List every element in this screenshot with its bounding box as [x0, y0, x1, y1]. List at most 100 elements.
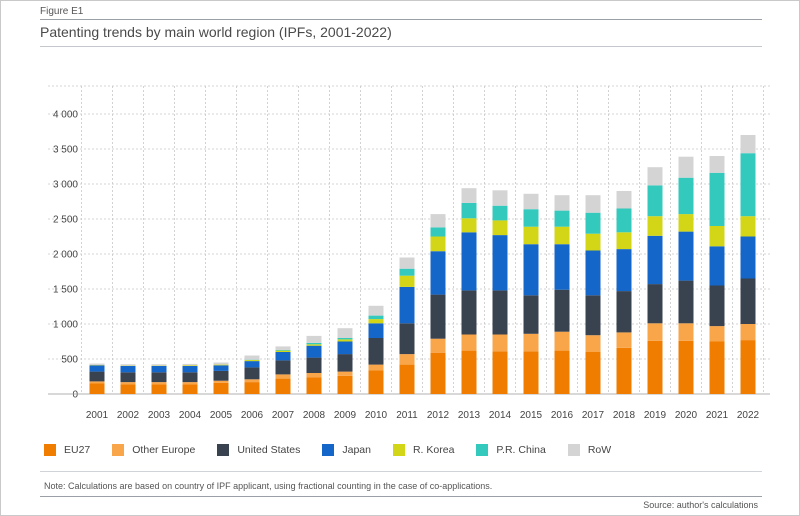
bar-p-r-china-2011: [399, 268, 415, 276]
bar-r-korea-2018: [616, 232, 632, 250]
x-tick-label: 2020: [675, 410, 698, 421]
bar-eu27-2015: [523, 351, 539, 394]
x-tick-label: 2022: [737, 410, 760, 421]
bar-p-r-china-2018: [616, 208, 632, 233]
bar-r-korea-2013: [461, 218, 477, 233]
legend-item-r-korea: R. Korea: [392, 444, 454, 456]
bar-japan-2014: [492, 235, 508, 291]
bar-p-r-china-2009: [337, 338, 353, 340]
y-tick-label: 2 000: [53, 250, 78, 261]
legend-label: EU27: [64, 444, 91, 456]
bar-row-2021: [709, 156, 725, 173]
bar-r-korea-2010: [368, 319, 384, 324]
bar-r-korea-2008: [306, 344, 322, 346]
bar-p-r-china-2015: [523, 209, 539, 227]
bar-eu27-2014: [492, 351, 508, 394]
bar-p-r-china-2020: [678, 177, 694, 215]
bar-eu27-2019: [647, 340, 663, 394]
bar-row-2002: [120, 364, 136, 366]
bar-r-korea-2014: [492, 220, 508, 236]
bar-r-korea-2022: [740, 216, 756, 237]
bar-eu27-2002: [120, 384, 136, 394]
bar-japan-2011: [399, 286, 415, 324]
y-tick-label: 4 000: [53, 110, 78, 121]
chart-title: Patenting trends by main world region (I…: [40, 24, 392, 40]
bar-eu27-2018: [616, 347, 632, 394]
bar-eu27-2011: [399, 364, 415, 394]
x-tick-label: 2018: [613, 410, 636, 421]
bar-united-states-2006: [244, 367, 260, 380]
legend-swatch: [567, 444, 580, 456]
bar-japan-2002: [120, 366, 136, 373]
bar-r-korea-2017: [585, 233, 601, 251]
bar-united-states-2007: [275, 360, 291, 375]
bar-eu27-2004: [182, 384, 198, 394]
bar-other-europe-2005: [213, 380, 229, 383]
bar-other-europe-2017: [585, 335, 601, 352]
bar-other-europe-2006: [244, 379, 260, 383]
bar-row-2008: [306, 335, 322, 343]
bar-row-2022: [740, 135, 756, 154]
bar-eu27-2009: [337, 375, 353, 394]
x-tick-label: 2015: [520, 410, 543, 421]
bar-other-europe-2021: [709, 326, 725, 342]
bar-p-r-china-2007: [275, 349, 291, 351]
bar-japan-2003: [151, 366, 167, 373]
x-tick-label: 2004: [179, 410, 202, 421]
legend-swatch: [217, 444, 230, 456]
y-tick-label: 2 500: [53, 215, 78, 226]
y-tick-label: 1 500: [53, 285, 78, 296]
bar-other-europe-2001: [89, 381, 105, 384]
bar-other-europe-2018: [616, 332, 632, 348]
x-tick-label: 2012: [427, 410, 450, 421]
x-tick-label: 2010: [365, 410, 388, 421]
x-tick-label: 2013: [458, 410, 481, 421]
legend-item-united-states: United States: [217, 444, 300, 456]
x-tick-label: 2017: [582, 410, 605, 421]
x-tick-label: 2009: [334, 410, 357, 421]
legend-label: P.R. China: [496, 444, 546, 456]
bar-united-states-2020: [678, 280, 694, 324]
bar-other-europe-2019: [647, 323, 663, 341]
bar-row-2006: [244, 355, 260, 360]
bar-r-korea-2012: [430, 236, 446, 252]
bar-p-r-china-2012: [430, 227, 446, 237]
legend-item-p-r-china: P.R. China: [476, 444, 546, 456]
stacked-bar-chart: 0 500 1 000 1 500 2 000 2 500 3 000 3 500 4 000 2…: [48, 85, 770, 421]
bar-japan-2007: [275, 352, 291, 361]
figure-label: Figure E1: [40, 6, 84, 17]
bar-eu27-2020: [678, 340, 694, 394]
bar-japan-2005: [213, 365, 229, 371]
bar-united-states-2021: [709, 285, 725, 327]
y-tick-label: 500: [61, 355, 78, 366]
bar-p-r-china-2019: [647, 185, 663, 217]
bar-eu27-2022: [740, 340, 756, 394]
y-tick-label: 0: [72, 390, 78, 401]
bar-row-2007: [275, 346, 291, 350]
bar-united-states-2010: [368, 338, 384, 365]
bar-row-2020: [678, 156, 694, 178]
bar-other-europe-2012: [430, 338, 446, 353]
bar-eu27-2021: [709, 341, 725, 394]
y-tick-label: 3 000: [53, 180, 78, 191]
bar-r-korea-2015: [523, 226, 539, 245]
x-tick-label: 2007: [272, 410, 295, 421]
bar-other-europe-2015: [523, 333, 539, 352]
bar-japan-2006: [244, 361, 260, 368]
x-tick-label: 2005: [210, 410, 233, 421]
bar-eu27-2006: [244, 382, 260, 394]
legend-rule: [40, 471, 762, 472]
bottom-rule: [40, 496, 762, 497]
bar-other-europe-2011: [399, 354, 415, 365]
bar-row-2018: [616, 191, 632, 209]
bar-eu27-2001: [89, 383, 105, 394]
y-tick-label: 1 000: [53, 320, 78, 331]
bar-japan-2018: [616, 249, 632, 292]
chart-note: Note: Calculations are based on country …: [44, 481, 493, 491]
bar-eu27-2005: [213, 382, 229, 394]
bar-japan-2012: [430, 251, 446, 295]
x-tick-label: 2002: [117, 410, 140, 421]
bar-other-europe-2016: [554, 331, 570, 351]
bar-japan-2015: [523, 244, 539, 296]
bar-row-2014: [492, 190, 508, 206]
